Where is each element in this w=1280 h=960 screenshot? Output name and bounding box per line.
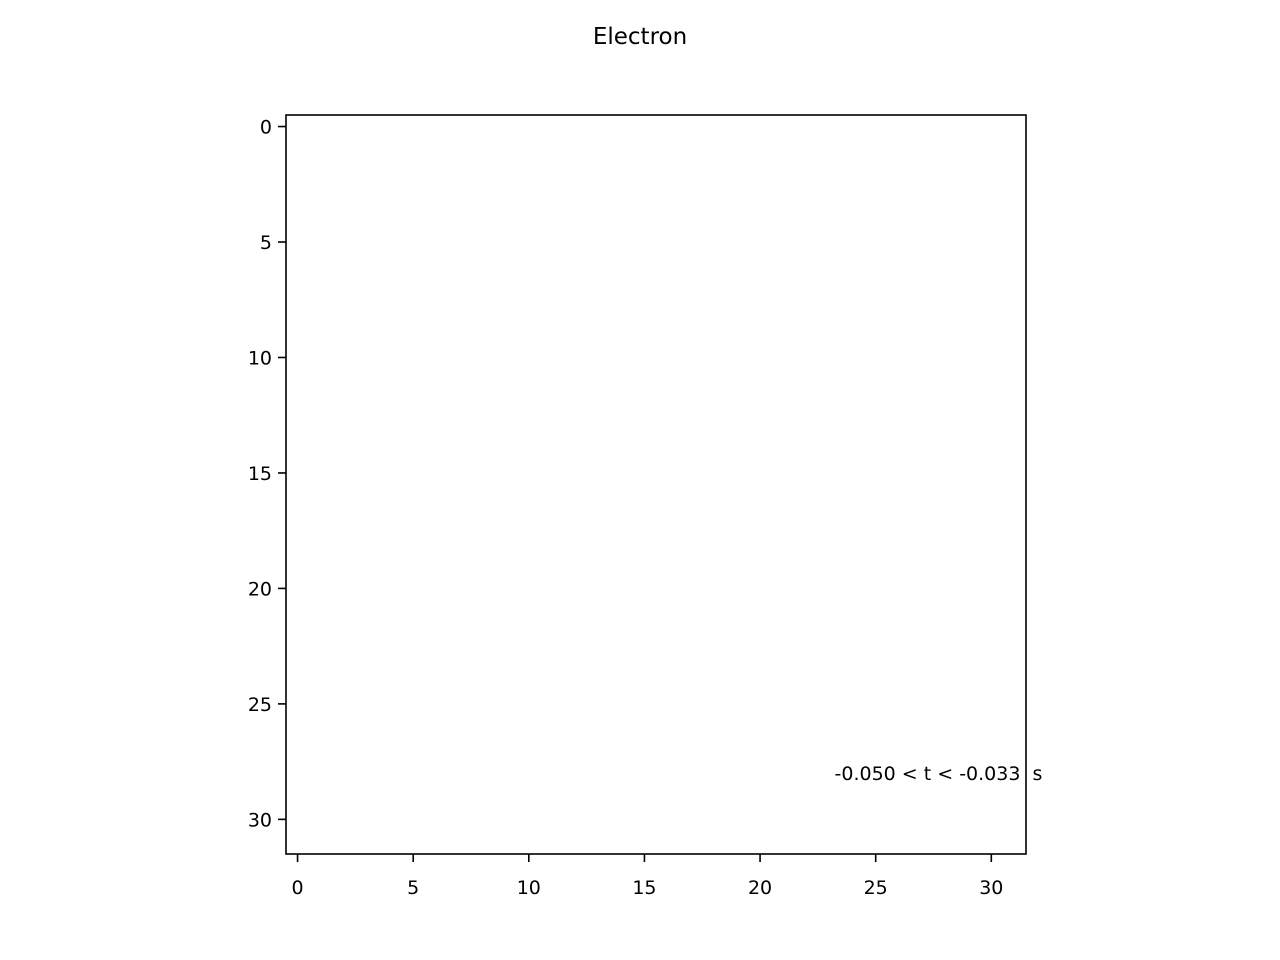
y-tick-label: 5 [260,232,272,254]
y-tick-label: 20 [248,578,272,600]
chart-title: Electron [593,24,687,50]
x-tick-label: 5 [407,877,419,899]
time-range-annotation: -0.050 < t < -0.033 s [835,763,1043,785]
plot-area [286,115,1026,854]
x-tick-label: 30 [979,877,1003,899]
x-tick-label: 25 [864,877,888,899]
x-tick-label: 20 [748,877,772,899]
x-tick-label: 0 [292,877,304,899]
x-tick-label: 15 [632,877,656,899]
y-tick-label: 0 [260,117,272,139]
y-tick-label: 15 [248,463,272,485]
x-tick-label: 10 [517,877,541,899]
x-axis: 0 5 10 15 20 25 30 [292,854,1003,899]
y-tick-label: 10 [248,347,272,369]
plot-frame [285,114,1027,855]
y-tick-label: 25 [248,694,272,716]
y-tick-label: 30 [248,809,272,831]
y-axis: 0 5 10 15 20 25 30 [248,117,286,831]
